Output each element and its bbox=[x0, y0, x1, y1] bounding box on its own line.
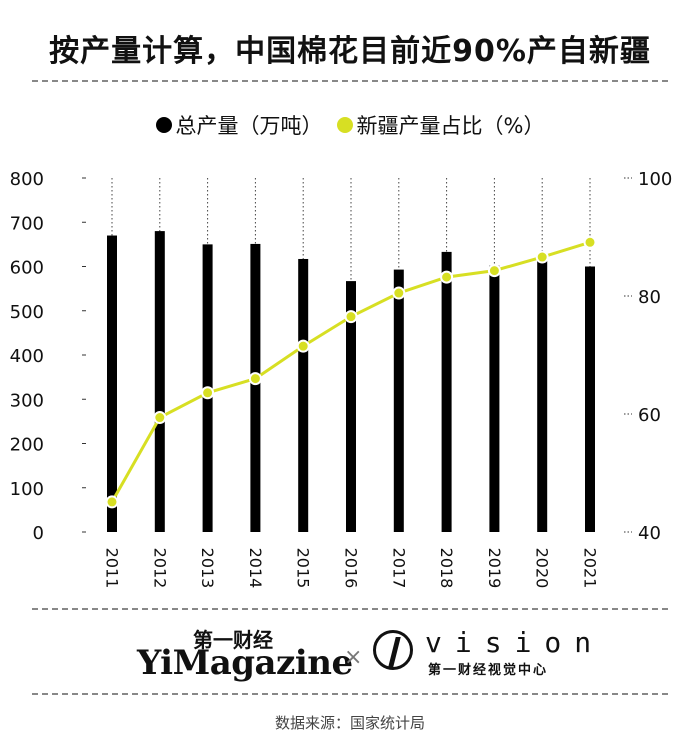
left-axis-tick-label: 800 bbox=[10, 169, 44, 190]
share-point bbox=[105, 495, 119, 509]
chart-title: 按产量计算，中国棉花目前近90%产自新疆 bbox=[49, 34, 651, 69]
left-axis-tick-label: 400 bbox=[10, 346, 44, 367]
left-axis-tick-label: 700 bbox=[10, 213, 44, 234]
yimagazine-logo: YiMagazine bbox=[137, 643, 353, 683]
x-axis-tick-label: 2016 bbox=[342, 548, 361, 589]
share-point bbox=[248, 372, 262, 386]
legend-item-share: 新疆产量占比（%） bbox=[336, 110, 545, 140]
left-axis-tick-label: 100 bbox=[10, 479, 44, 500]
combo-chart: 0 100 200 300 400 500 600 700 800 40 60 80 100 2011 20… bbox=[10, 169, 673, 589]
data-source: 数据来源：国家统计局 bbox=[274, 714, 425, 732]
right-axis-tick-label: 100 bbox=[638, 169, 672, 190]
bar bbox=[537, 259, 548, 532]
x-axis-tick-label: 2020 bbox=[533, 548, 552, 589]
vision-logo-word: vision bbox=[425, 626, 605, 659]
top-divider bbox=[32, 80, 668, 82]
share-point bbox=[344, 310, 358, 324]
legend-label-share: 新疆产量占比（%） bbox=[356, 114, 545, 138]
x-axis-tick-label: 2019 bbox=[485, 548, 504, 589]
x-axis-tick-label: 2013 bbox=[198, 548, 217, 589]
legend-item-total: 总产量（万吨） bbox=[155, 110, 323, 140]
bar bbox=[107, 235, 117, 532]
x-axis-tick-label: 2018 bbox=[437, 548, 456, 589]
bar bbox=[441, 251, 452, 532]
legend-swatch-total bbox=[155, 117, 172, 133]
x-axis-tick-label: 2011 bbox=[103, 548, 122, 589]
share-point bbox=[296, 339, 310, 353]
legend: 总产量（万吨） 新疆产量占比（%） bbox=[0, 110, 700, 140]
vision-logo-cn: 第一财经视觉中心 bbox=[428, 663, 549, 678]
cross-symbol: × bbox=[344, 645, 363, 670]
share-point bbox=[201, 386, 215, 400]
left-axis-tick-label: 500 bbox=[10, 302, 44, 323]
footer-divider bbox=[32, 693, 668, 695]
share-point bbox=[583, 235, 597, 249]
share-point bbox=[535, 250, 549, 264]
bottom-divider bbox=[32, 608, 668, 610]
share-point bbox=[392, 286, 406, 300]
x-axis-tick-label: 2015 bbox=[294, 548, 313, 589]
left-axis-tick-label: 0 bbox=[33, 523, 44, 544]
bar bbox=[393, 269, 404, 532]
x-axis-tick-label: 2014 bbox=[246, 548, 265, 589]
left-axis-tick-label: 300 bbox=[10, 390, 44, 411]
share-point bbox=[153, 411, 167, 425]
vision-logo-icon bbox=[373, 630, 413, 670]
x-axis-tick-label: 2012 bbox=[150, 548, 169, 589]
legend-swatch-share bbox=[336, 117, 353, 133]
legend-label-total: 总产量（万吨） bbox=[175, 114, 323, 138]
bar bbox=[489, 265, 500, 532]
bar bbox=[585, 266, 595, 532]
bar bbox=[154, 231, 165, 532]
x-axis-tick-label: 2021 bbox=[581, 548, 600, 589]
share-point bbox=[440, 270, 454, 284]
bar bbox=[250, 243, 261, 532]
left-axis-tick-label: 200 bbox=[10, 435, 44, 456]
right-axis-tick-label: 60 bbox=[638, 405, 661, 426]
share-point bbox=[487, 264, 501, 278]
left-axis-tick-label: 600 bbox=[10, 258, 44, 279]
bar bbox=[346, 281, 356, 532]
yimagazine-logo-cn: 第一财经 bbox=[193, 628, 273, 652]
x-axis-tick-label: 2017 bbox=[389, 548, 408, 589]
right-axis-tick-label: 80 bbox=[638, 287, 661, 308]
right-axis-tick-label: 40 bbox=[638, 523, 661, 544]
bar bbox=[298, 258, 309, 532]
